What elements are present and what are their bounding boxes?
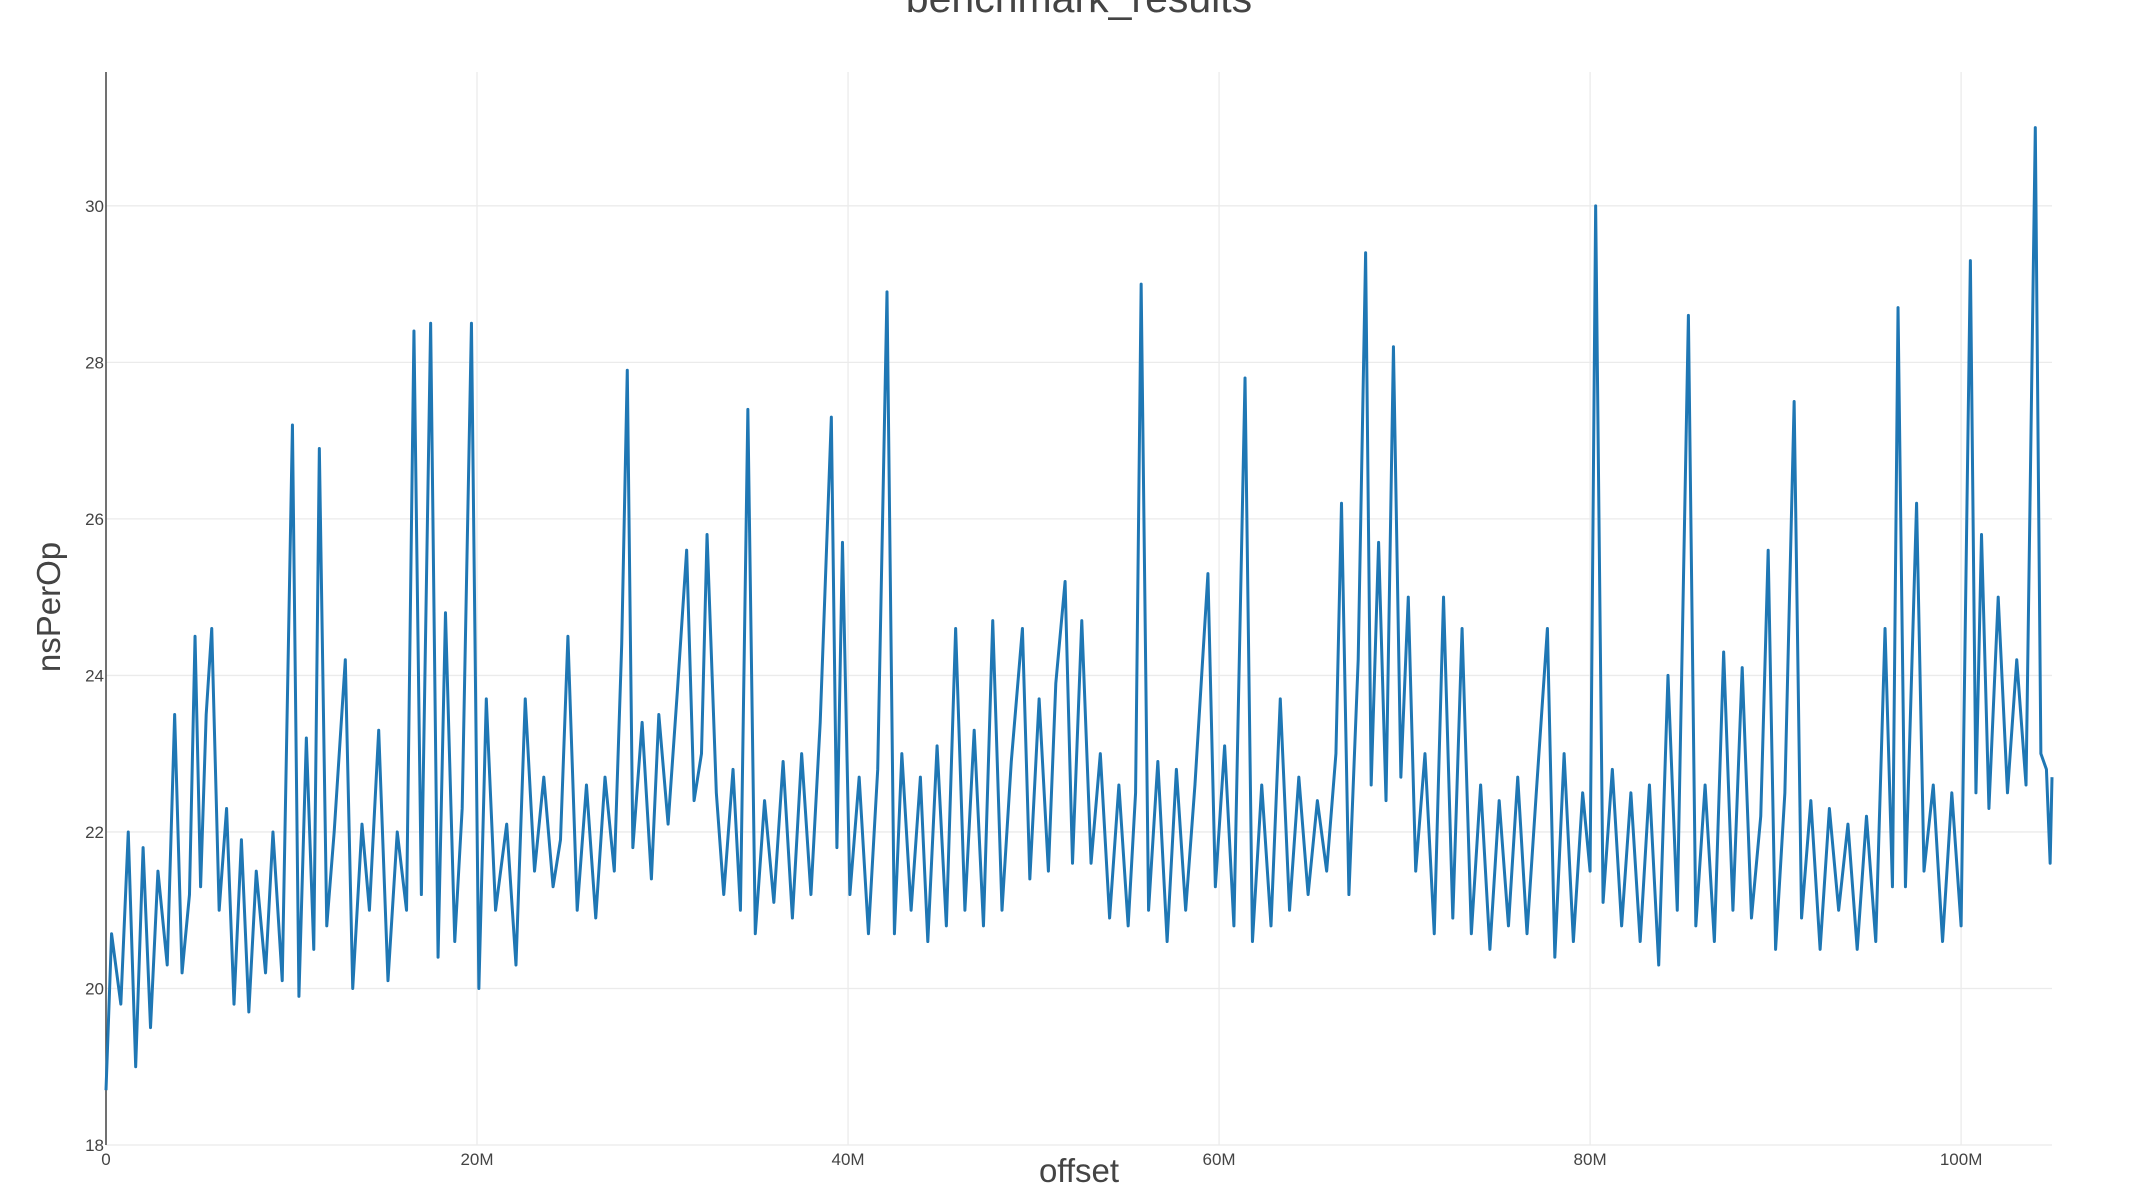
x-tick-label: 80M [1574,1150,1607,1169]
y-axis-title: nsPerOp [30,542,67,672]
y-tick-label: 26 [85,510,104,529]
x-tick-label: 20M [460,1150,493,1169]
y-tick-label: 22 [85,823,104,842]
y-tick-label: 20 [85,979,104,998]
x-axis-title: offset [1039,1152,1119,1189]
data-line [104,126,2054,1091]
chart-title: benchmark_results [906,0,1252,21]
y-tick-label: 24 [85,666,104,685]
y-tick-label: 30 [85,197,104,216]
y-tick-label: 28 [85,353,104,372]
x-tick-label: 60M [1203,1150,1236,1169]
y-tick-label: 18 [85,1136,104,1155]
x-tick-label: 0 [101,1150,110,1169]
x-tick-label: 40M [832,1150,865,1169]
x-tick-label: 100M [1940,1150,1983,1169]
